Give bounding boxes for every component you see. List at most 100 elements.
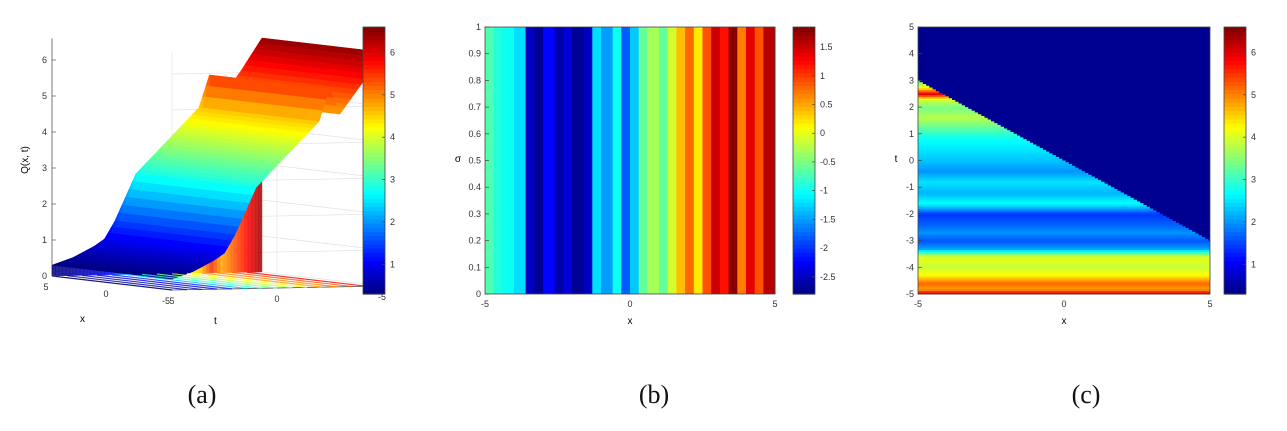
colorbar-segment xyxy=(793,97,815,103)
colorbar-segment xyxy=(793,106,815,112)
colorbar-segment xyxy=(1224,147,1246,153)
heatmap-band xyxy=(918,206,1150,210)
colorbar-segment xyxy=(793,152,815,157)
t-tick-label: 0 xyxy=(274,294,279,304)
colorbar-segment xyxy=(1224,35,1246,41)
colorbar-tick-label: 5 xyxy=(390,90,395,100)
colorbar-segment xyxy=(363,122,385,128)
heatmap-band xyxy=(918,126,1004,129)
x-tick-label: 5 xyxy=(1207,299,1212,309)
heatmap-band xyxy=(918,187,1115,190)
heatmap-band xyxy=(918,85,930,89)
colorbar-segment xyxy=(793,268,815,274)
heatmap-stripe xyxy=(563,27,573,294)
colorbar-tick-label: 3 xyxy=(390,175,395,185)
heatmap-band xyxy=(918,174,1092,178)
heatmap-band xyxy=(918,219,1173,222)
y-tick-label: 0.4 xyxy=(468,182,481,192)
floor-stripe xyxy=(81,274,203,291)
heatmap-band xyxy=(918,290,1210,293)
tick-labels: 00.10.20.30.40.50.60.70.80.91-5 0 5 xyxy=(468,22,777,309)
colorbar-segment xyxy=(1224,64,1246,70)
heatmap-band xyxy=(918,98,953,101)
t-tick-label: 5 xyxy=(169,296,174,306)
colorbar-tick-label: -2.5 xyxy=(820,272,836,282)
colorbar-segment xyxy=(363,60,385,66)
heatmap-band xyxy=(918,212,1160,215)
heatmap-band xyxy=(918,92,943,96)
heatmap-band xyxy=(918,229,1193,233)
floor-stripe xyxy=(216,272,338,288)
x-axis-label: x xyxy=(80,314,85,325)
heatmap-band xyxy=(918,276,1210,279)
colorbar-segment xyxy=(363,85,385,91)
colorbar-segment xyxy=(1224,248,1246,253)
heatmap-band xyxy=(918,119,991,122)
colorbar-segment xyxy=(793,35,815,41)
colorbar-segment xyxy=(1224,47,1246,53)
colorbar-segment xyxy=(363,281,385,287)
colorbar-segment xyxy=(363,223,385,228)
colorbar-segment xyxy=(1224,273,1246,278)
floor-stripe xyxy=(171,273,293,289)
heatmap-stripe xyxy=(514,27,527,294)
heatmap-band xyxy=(918,277,1210,281)
colorbar-segment xyxy=(793,264,815,270)
heatmap-band xyxy=(918,167,1079,170)
colorbar-segment xyxy=(363,164,385,170)
heatmap-band xyxy=(918,286,1210,290)
colorbar-segment xyxy=(793,177,815,182)
colorbar-segment xyxy=(363,256,385,262)
x-tick-label: 5 xyxy=(43,282,48,292)
x-axis-label: x xyxy=(1062,316,1067,327)
heatmap-band xyxy=(918,210,1157,213)
colorbar-segment xyxy=(1224,218,1246,224)
heatmap-band xyxy=(918,96,949,99)
colorbar-segment xyxy=(363,218,385,224)
colorbar-segment xyxy=(1224,31,1246,36)
colorbar-segment xyxy=(793,185,815,191)
heatmap-band xyxy=(918,254,1210,258)
colorbar-segment xyxy=(1224,122,1246,128)
heatmap-band xyxy=(918,256,1210,259)
colorbar-segment xyxy=(793,72,815,78)
colorbar-segment xyxy=(363,127,385,132)
colorbar-segment xyxy=(1224,56,1246,61)
colorbar: 1.5 1 0.5 0 -0.5 -1 -1.5 -2 -2.5 xyxy=(792,26,836,295)
heatmap-band xyxy=(918,135,1021,138)
colorbar-segment xyxy=(793,127,815,132)
heatmap-cells xyxy=(485,27,776,294)
colorbar-segment xyxy=(1224,185,1246,191)
colorbar-segment xyxy=(1224,81,1246,87)
colorbar-segment xyxy=(793,252,815,258)
heatmap-stripe xyxy=(737,27,747,294)
heatmap-band xyxy=(918,80,920,83)
colorbar-segment xyxy=(793,231,815,237)
colorbar-tick-label: 1 xyxy=(1251,259,1256,269)
colorbar-segment xyxy=(1224,114,1246,120)
colorbar-segment xyxy=(363,177,385,182)
heatmap-band xyxy=(918,144,1037,147)
colorbar-segment xyxy=(793,256,815,262)
heatmap-band xyxy=(918,285,1210,288)
heatmap-band xyxy=(918,215,1167,218)
y-tick-label: 0.2 xyxy=(468,236,481,246)
y-tick-label: 0.7 xyxy=(468,102,481,112)
heatmap-band xyxy=(918,217,1170,220)
heatmap-band xyxy=(918,178,1099,181)
colorbar-tick-label: 4 xyxy=(390,132,395,142)
heatmap-stripe xyxy=(525,27,535,294)
t-tick-label: -5 xyxy=(378,292,386,302)
colorbar-segment xyxy=(363,39,385,45)
colorbar-segment xyxy=(363,64,385,70)
y-tick-label: 0 xyxy=(909,156,914,166)
y-tick-label: -4 xyxy=(906,262,914,272)
y-tick-label: -2 xyxy=(906,209,914,219)
heatmap-band xyxy=(918,270,1210,274)
colorbar-segment xyxy=(793,235,815,241)
colorbar-segment xyxy=(793,164,815,170)
heatmap-band xyxy=(918,253,1210,256)
heatmap-band xyxy=(918,89,936,92)
z-axis-label: Q(x, t) xyxy=(20,146,31,174)
floor-stripe xyxy=(201,272,323,288)
